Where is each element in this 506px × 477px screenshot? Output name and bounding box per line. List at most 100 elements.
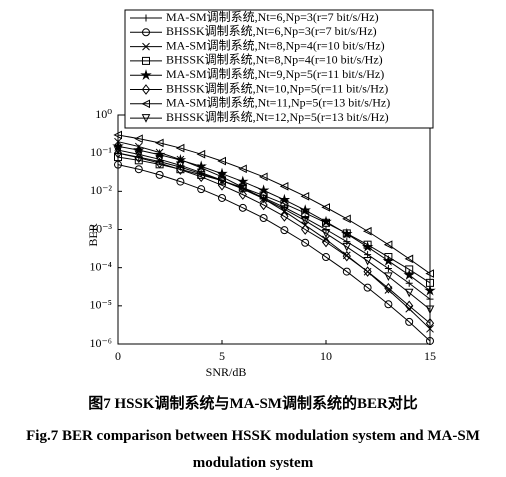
series-line [117,152,431,300]
marker [155,157,164,169]
marker [384,282,393,294]
marker [278,193,291,205]
marker [142,28,150,37]
legend-label: MA-SM调制系统,Nt=6,Np=3(r=7 bit/s/Hz) [166,10,379,24]
y-tick-label: 10⁻¹ [90,145,112,159]
marker [321,236,331,248]
marker [426,295,434,303]
marker [426,324,434,333]
marker [384,272,393,282]
marker [301,224,310,235]
marker [216,167,228,179]
marker [217,156,226,166]
series-line [117,149,431,310]
marker [280,205,289,214]
marker [342,214,351,224]
marker [363,256,372,266]
marker [197,171,206,183]
x-tick-label: 15 [424,349,436,363]
marker [114,160,122,169]
legend-label: BHSSK调制系统,Nt=6,Np=3(r=7 bit/s/Hz) [166,24,377,38]
caption-zh: 图7 HSSK调制系统与MA-SM调制系统的BER对比 [88,396,418,412]
marker [425,317,435,329]
marker [141,99,150,109]
y-tick-label: 10⁰ [95,107,112,121]
marker [142,56,150,65]
marker [322,235,330,244]
marker [300,216,310,226]
x-axis-label: SNR/dB [206,365,247,379]
plot-frame [117,114,431,345]
series-line [117,156,431,284]
marker [403,269,415,280]
marker [237,175,249,187]
y-tick-label: 10⁻⁵ [89,298,112,312]
marker [382,254,395,266]
marker [404,288,414,298]
marker [363,266,372,277]
marker [404,254,414,264]
marker [425,305,435,315]
marker [342,267,351,276]
marker [405,304,414,313]
series-line [117,134,431,274]
marker [383,240,393,249]
marker [363,283,372,292]
legend-box [124,9,434,129]
legend-label: MA-SM调制系统,Nt=9,Np=5(r=11 bit/s/Hz) [166,67,384,81]
series-line [117,152,431,324]
marker [176,164,185,175]
marker [217,179,227,191]
marker [320,215,332,227]
marker [361,240,374,252]
marker [113,146,123,155]
legend-label: MA-SM调制系统,Nt=11,Np=5(r=13 bit/s/Hz) [166,96,390,110]
marker [321,229,331,239]
legend-label: BHSSK调制系统,Nt=10,Np=5(r=11 bit/s/Hz) [166,81,388,95]
marker [196,149,206,159]
x-tick-label: 5 [219,349,225,363]
marker [384,265,392,273]
marker [176,177,185,186]
marker [341,227,353,239]
marker [176,161,185,170]
legend-label: MA-SM调制系统,Nt=8,Np=4(r=10 bit/s/Hz) [166,38,385,52]
marker [134,150,144,159]
marker [218,193,226,202]
series-line [117,145,431,292]
marker [238,164,247,174]
marker [155,155,164,164]
y-tick-label: 10⁻² [90,183,112,197]
marker [301,238,310,247]
marker [217,176,227,185]
x-tick-label: 10 [320,349,332,363]
marker [279,182,289,191]
marker [259,214,268,223]
y-tick-label: 10⁻⁴ [89,259,112,273]
marker [405,317,414,326]
marker [134,152,143,164]
marker [141,84,151,95]
marker [257,184,270,196]
marker [154,138,164,148]
marker [140,69,152,81]
marker [238,189,247,200]
series-line [117,141,431,330]
marker [134,165,143,174]
marker [197,170,206,179]
marker [424,284,436,296]
marker [113,147,123,159]
marker [259,194,268,204]
marker [141,114,151,123]
marker [259,199,268,211]
marker [195,160,207,172]
legend-label: BHSSK调制系统,Nt=12,Np=5(r=13 bit/s/Hz) [166,110,389,124]
marker [175,143,185,153]
marker [142,42,150,51]
marker [322,253,330,262]
legend-label: BHSSK调制系统,Nt=8,Np=4(r=10 bit/s/Hz) [166,53,383,67]
marker [342,242,352,252]
marker [133,144,145,156]
marker [142,14,150,22]
